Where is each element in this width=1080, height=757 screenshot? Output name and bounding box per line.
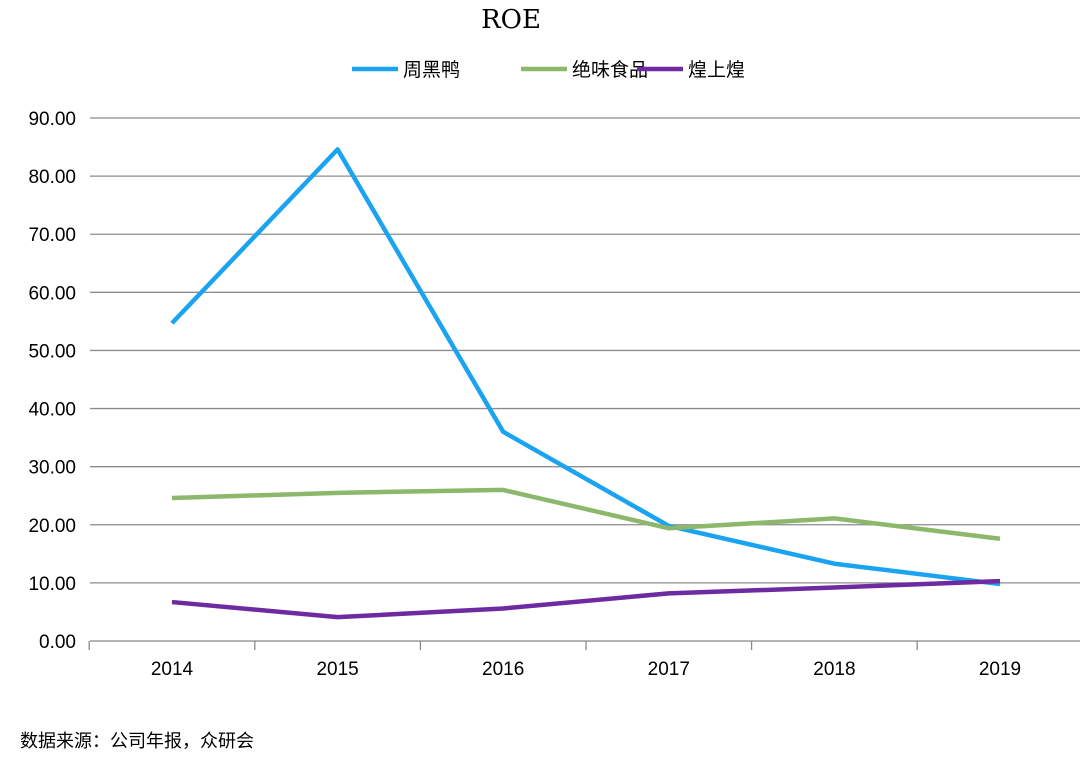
series-line-1 (170, 147, 1001, 587)
x-tick-label: 2016 (482, 659, 524, 680)
y-tick-label: 50.00 (28, 341, 76, 362)
y-tick-label: 80.00 (28, 167, 76, 188)
series-line-2 (171, 487, 1001, 541)
y-axis-ticks: 0.00 10.00 20.00 30.00 40.00 50.00 60.00 70.00 8… (28, 109, 76, 653)
source-note: 数据来源：公司年报，众研会 (20, 731, 254, 752)
legend-label: 周黑鸭 (403, 59, 460, 81)
gridlines (90, 117, 1080, 642)
x-tick-label: 2017 (648, 659, 690, 680)
x-tick-label: 2019 (979, 659, 1021, 680)
chart-title: ROE (481, 5, 541, 35)
legend: 周黑鸭 绝味食品 煌上煌 (352, 59, 745, 81)
y-tick-label: 0.00 (39, 632, 76, 653)
y-tick-label: 30.00 (28, 458, 76, 479)
legend-label: 煌上煌 (688, 59, 745, 81)
y-tick-label: 10.00 (28, 574, 76, 595)
x-tick-label: 2015 (316, 659, 358, 680)
x-tick-label: 2018 (813, 659, 855, 680)
y-tick-label: 70.00 (28, 225, 76, 246)
x-axis: 2014 2015 2016 2017 2018 2019 (88, 641, 1021, 680)
x-tick-label: 2014 (151, 659, 194, 680)
y-tick-label: 40.00 (28, 400, 76, 421)
series-lines (170, 147, 1001, 620)
y-tick-label: 90.00 (28, 109, 76, 130)
series-line-3 (171, 578, 1001, 620)
y-tick-label: 60.00 (28, 283, 76, 304)
legend-label: 绝味食品 (572, 59, 648, 81)
y-tick-label: 20.00 (28, 516, 76, 537)
